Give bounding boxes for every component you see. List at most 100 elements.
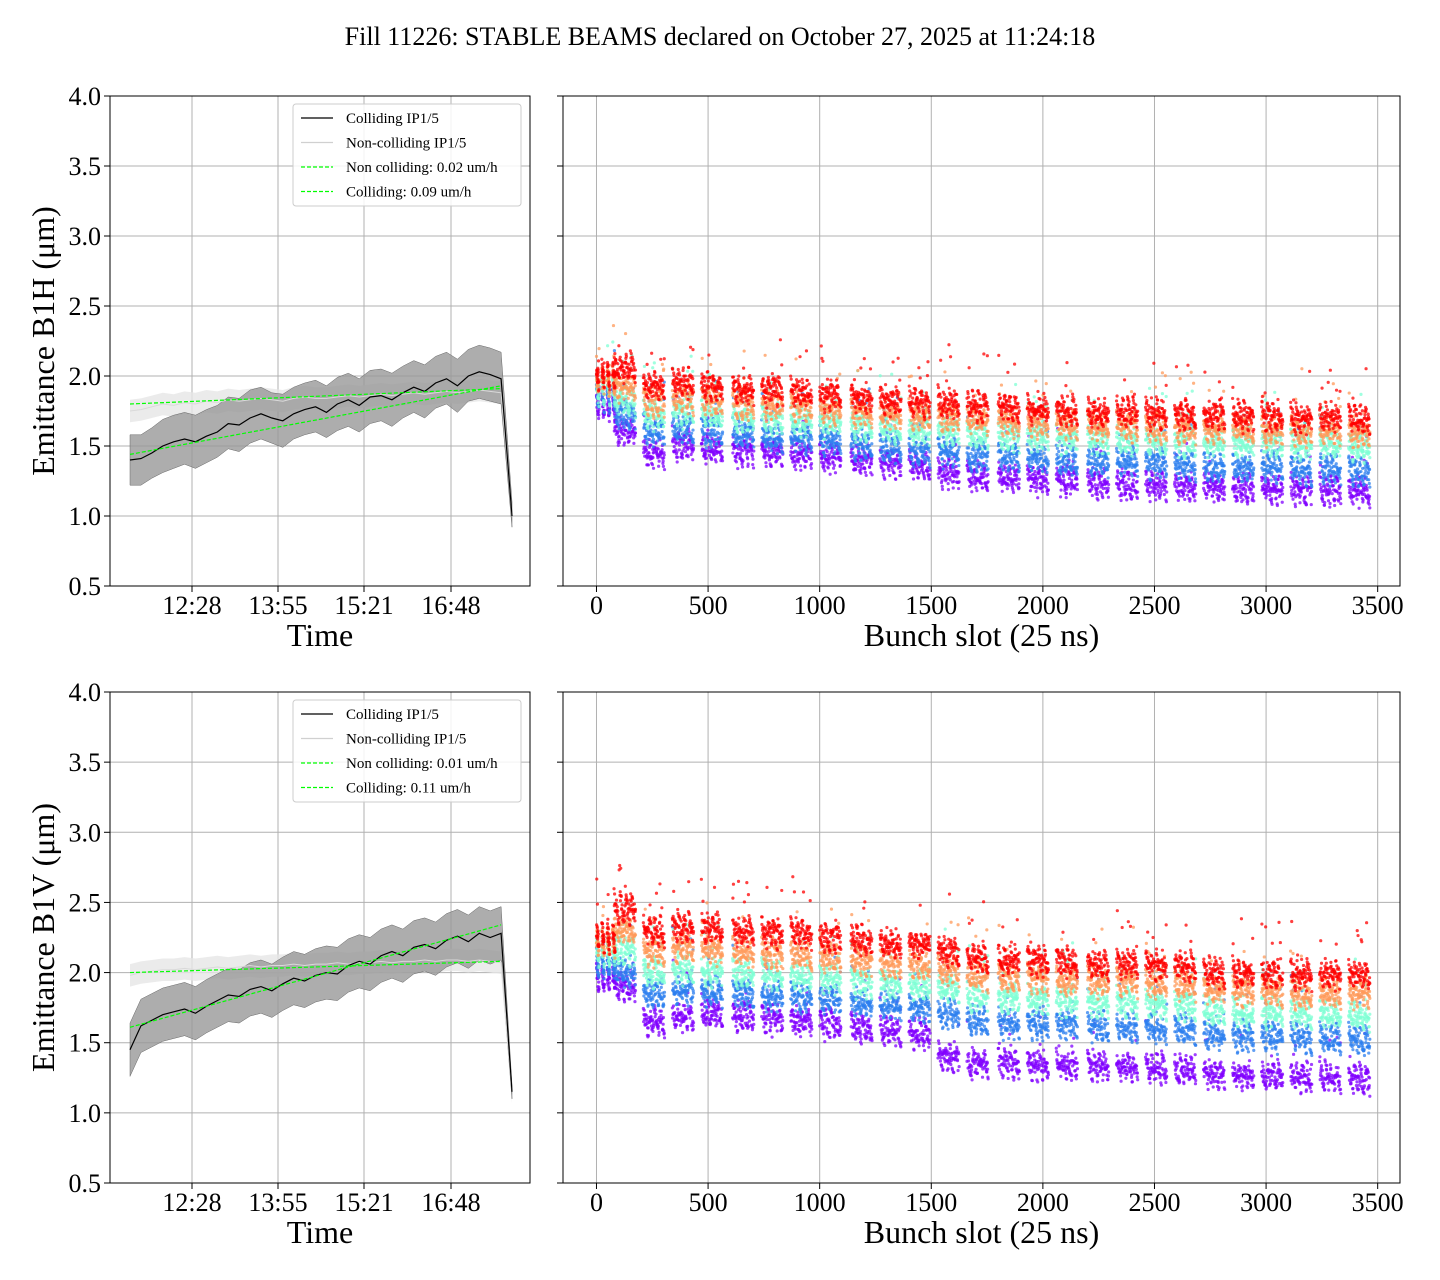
data-point <box>740 465 745 469</box>
data-point <box>956 457 961 461</box>
data-point <box>1006 473 1010 477</box>
data-point <box>781 426 785 430</box>
data-point <box>833 445 837 450</box>
data-point <box>778 422 782 426</box>
legend-label: Non-colliding IP1/5 <box>346 136 466 152</box>
data-point <box>839 458 843 463</box>
data-point <box>955 475 959 479</box>
data-point <box>1358 463 1362 467</box>
data-point <box>940 462 945 466</box>
data-point <box>657 425 661 429</box>
data-point <box>1212 500 1216 504</box>
data-point <box>1319 452 1323 456</box>
data-point <box>1029 465 1033 469</box>
data-point <box>1338 476 1342 480</box>
data-point <box>793 463 797 467</box>
data-point <box>700 441 704 446</box>
data-point <box>956 451 960 455</box>
data-point <box>680 453 684 457</box>
x-tick-label: 3500 <box>1352 591 1404 620</box>
data-point <box>662 453 666 457</box>
data-point <box>763 423 767 427</box>
legend-label: Colliding: 0.09 um/h <box>346 185 472 201</box>
data-point <box>597 413 601 417</box>
data-point <box>780 464 784 468</box>
data-point <box>1130 474 1134 478</box>
data-point <box>1222 475 1226 479</box>
data-point <box>849 441 854 446</box>
data-point <box>627 413 631 418</box>
data-point <box>1365 488 1369 492</box>
data-point <box>714 460 718 464</box>
data-point <box>975 489 979 493</box>
data-point <box>950 457 954 461</box>
data-point <box>671 440 675 444</box>
time-panel-1: 0.51.01.52.02.53.03.54.012:28 13:55 15:21 1… <box>25 82 531 653</box>
data-point <box>1355 497 1359 501</box>
data-point <box>1093 483 1097 487</box>
y-tick-label: 3.0 <box>69 222 102 251</box>
data-point <box>1034 489 1038 493</box>
data-point <box>1338 491 1342 495</box>
data-point <box>597 404 601 409</box>
data-point <box>1075 472 1079 476</box>
data-point <box>1221 479 1225 483</box>
data-point <box>832 466 836 470</box>
data-point <box>899 452 903 457</box>
data-point <box>1338 469 1342 473</box>
data-point <box>632 419 636 423</box>
data-point <box>1244 488 1248 492</box>
data-point <box>822 460 826 465</box>
data-point <box>617 412 621 416</box>
data-point <box>1103 477 1107 482</box>
data-point <box>1235 498 1240 503</box>
data-point <box>1248 455 1252 459</box>
data-point <box>1219 453 1223 457</box>
data-point <box>702 431 707 435</box>
data-point <box>704 416 708 420</box>
data-point <box>1030 460 1034 465</box>
data-point <box>602 400 606 404</box>
data-point <box>912 465 916 469</box>
data-point <box>661 459 665 463</box>
data-point <box>1106 476 1110 480</box>
data-point <box>796 460 801 464</box>
data-point <box>1039 449 1043 453</box>
data-point <box>1351 482 1356 486</box>
data-point <box>952 462 956 466</box>
data-point <box>1339 502 1343 506</box>
data-point <box>1270 470 1274 474</box>
x-axis-label: Time <box>287 617 353 653</box>
data-point <box>944 468 949 472</box>
data-point <box>1241 479 1245 483</box>
data-point <box>974 456 978 460</box>
data-point <box>627 439 631 443</box>
data-point <box>970 470 974 474</box>
data-point <box>632 441 636 445</box>
data-point <box>1130 495 1134 499</box>
data-point <box>870 453 874 458</box>
data-point <box>1016 460 1020 464</box>
data-point <box>1205 493 1209 497</box>
data-point <box>1210 458 1215 462</box>
data-point <box>1290 463 1294 468</box>
data-point <box>1135 496 1140 500</box>
data-point <box>633 416 638 420</box>
data-point <box>1322 479 1326 484</box>
data-point <box>1276 477 1280 482</box>
data-point <box>839 451 843 456</box>
data-point <box>1330 492 1334 496</box>
data-point <box>651 366 655 370</box>
data-point <box>1222 498 1226 502</box>
data-point <box>1154 468 1158 473</box>
data-point <box>1310 485 1314 489</box>
data-point <box>825 450 829 454</box>
y-tick-label: 1.0 <box>69 502 102 531</box>
data-point <box>1182 492 1186 497</box>
data-point <box>1194 492 1198 496</box>
data-point <box>1122 470 1127 474</box>
data-point <box>1216 498 1221 503</box>
data-point <box>1046 492 1050 497</box>
data-point <box>937 461 942 465</box>
data-point <box>956 448 960 452</box>
